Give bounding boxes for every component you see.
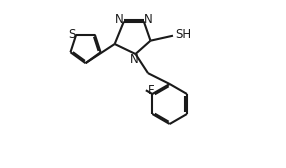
- Text: SH: SH: [176, 28, 192, 41]
- Text: N: N: [115, 13, 124, 26]
- Text: F: F: [148, 84, 155, 97]
- Text: N: N: [144, 13, 152, 26]
- Text: S: S: [68, 28, 76, 41]
- Text: N: N: [130, 53, 138, 66]
